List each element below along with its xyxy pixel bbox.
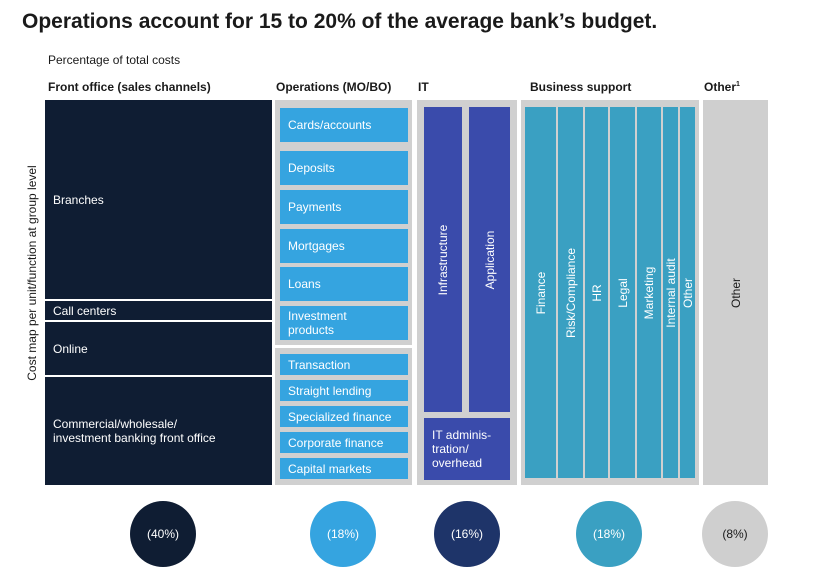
cell-label: Legal <box>615 277 630 308</box>
column-header-front-office: Front office (sales channels) <box>48 80 211 94</box>
chart-title: Operations account for 15 to 20% of the … <box>22 10 658 33</box>
share-circle-other: (8%) <box>702 501 768 567</box>
business-support-group: Finance Risk/Compliance HR Legal Marketi… <box>521 100 699 485</box>
share-circle-business-support: (18%) <box>576 501 642 567</box>
share-label: (16%) <box>450 527 483 541</box>
treemap-cell-bs-other: Other <box>680 107 695 478</box>
treemap-cell-risk-compliance: Risk/Compliance <box>558 107 583 478</box>
treemap-cell-investment-products: Investment products <box>280 306 408 340</box>
treemap-cell-infrastructure: Infrastructure <box>424 107 462 412</box>
treemap-cell-specialized-finance: Specialized finance <box>280 406 408 427</box>
treemap-cell-application: Application <box>469 107 510 412</box>
share-circle-it: (16%) <box>434 501 500 567</box>
cell-label: Call centers <box>53 303 117 318</box>
treemap-cell-commercial-banking: Commercial/wholesale/ investment banking… <box>45 377 272 485</box>
cell-label: Other <box>680 277 695 308</box>
treemap-cell-internal-audit: Internal audit <box>663 107 678 478</box>
treemap-cell-legal: Legal <box>610 107 635 478</box>
cell-label: Cards/accounts <box>288 118 372 132</box>
y-axis-label: Cost map per unit/function at group leve… <box>25 165 39 381</box>
column-header-other-label: Other <box>704 80 737 94</box>
chart-subtitle: Percentage of total costs <box>48 53 181 67</box>
share-circle-operations: (18%) <box>310 501 376 567</box>
treemap-cell-capital-markets: Capital markets <box>280 458 408 479</box>
treemap-cell-hr: HR <box>585 107 608 478</box>
treemap-cell-branches: Branches <box>45 100 272 299</box>
treemap-cell-online: Online <box>45 322 272 375</box>
cell-label: Deposits <box>288 161 335 175</box>
treemap-cell-call-centers: Call centers <box>45 301 272 320</box>
treemap-cell-transaction: Transaction <box>280 354 408 375</box>
cell-label: Transaction <box>288 357 351 372</box>
cell-label: Branches <box>53 192 104 207</box>
cell-label: Specialized finance <box>288 409 392 424</box>
cell-label: Risk/Compliance <box>563 247 578 338</box>
treemap-cell-payments: Payments <box>280 190 408 224</box>
cell-label: Infrastructure <box>436 224 450 295</box>
treemap-cell-it-administration: IT adminis- tration/ overhead <box>424 418 510 480</box>
column-header-business-support: Business support <box>530 80 632 94</box>
treemap-cell-marketing: Marketing <box>637 107 661 478</box>
share-label: (18%) <box>592 527 625 541</box>
share-label: (40%) <box>146 527 179 541</box>
operations-group-1: Cards/accounts Deposits Payments Mortgag… <box>275 100 412 345</box>
column-header-other: Other1 <box>704 80 740 94</box>
cell-label: Mortgages <box>288 239 345 253</box>
cell-label: Investment products <box>288 309 347 337</box>
cell-label: Online <box>53 341 88 356</box>
it-group: Infrastructure Application IT adminis- t… <box>417 100 517 485</box>
column-header-operations: Operations (MO/BO) <box>276 80 392 94</box>
cell-label: Commercial/wholesale/ investment banking… <box>53 417 216 445</box>
cell-label: HR <box>589 283 604 302</box>
cell-label: Other <box>728 277 743 308</box>
treemap-cell-loans: Loans <box>280 267 408 301</box>
share-label: (8%) <box>722 527 748 541</box>
column-header-it: IT <box>418 80 429 94</box>
cell-label: Internal audit <box>663 257 678 328</box>
treemap-cell-straight-lending: Straight lending <box>280 380 408 401</box>
cell-label: IT adminis- tration/ overhead <box>432 428 492 470</box>
treemap-cell-deposits: Deposits <box>280 151 408 185</box>
share-circle-front-office: (40%) <box>130 501 196 567</box>
cell-label: Straight lending <box>288 383 372 398</box>
treemap-cell-other: Other <box>703 100 768 485</box>
cell-label: Loans <box>288 277 321 291</box>
treemap-cell-corporate-finance: Corporate finance <box>280 432 408 453</box>
cell-label: Capital markets <box>288 461 372 476</box>
share-label: (18%) <box>326 527 359 541</box>
cell-label: Application <box>482 230 497 289</box>
treemap-cell-cards-accounts: Cards/accounts <box>280 108 408 142</box>
treemap-cell-mortgages: Mortgages <box>280 229 408 263</box>
cell-label: Payments <box>288 200 342 214</box>
cell-label: Marketing <box>642 266 656 319</box>
treemap-cell-finance: Finance <box>525 107 556 478</box>
cell-label: Finance <box>533 271 548 314</box>
footnote-marker: 1 <box>736 81 740 88</box>
cell-label: Corporate finance <box>288 435 384 450</box>
operations-group-2: Transaction Straight lending Specialized… <box>275 348 412 485</box>
